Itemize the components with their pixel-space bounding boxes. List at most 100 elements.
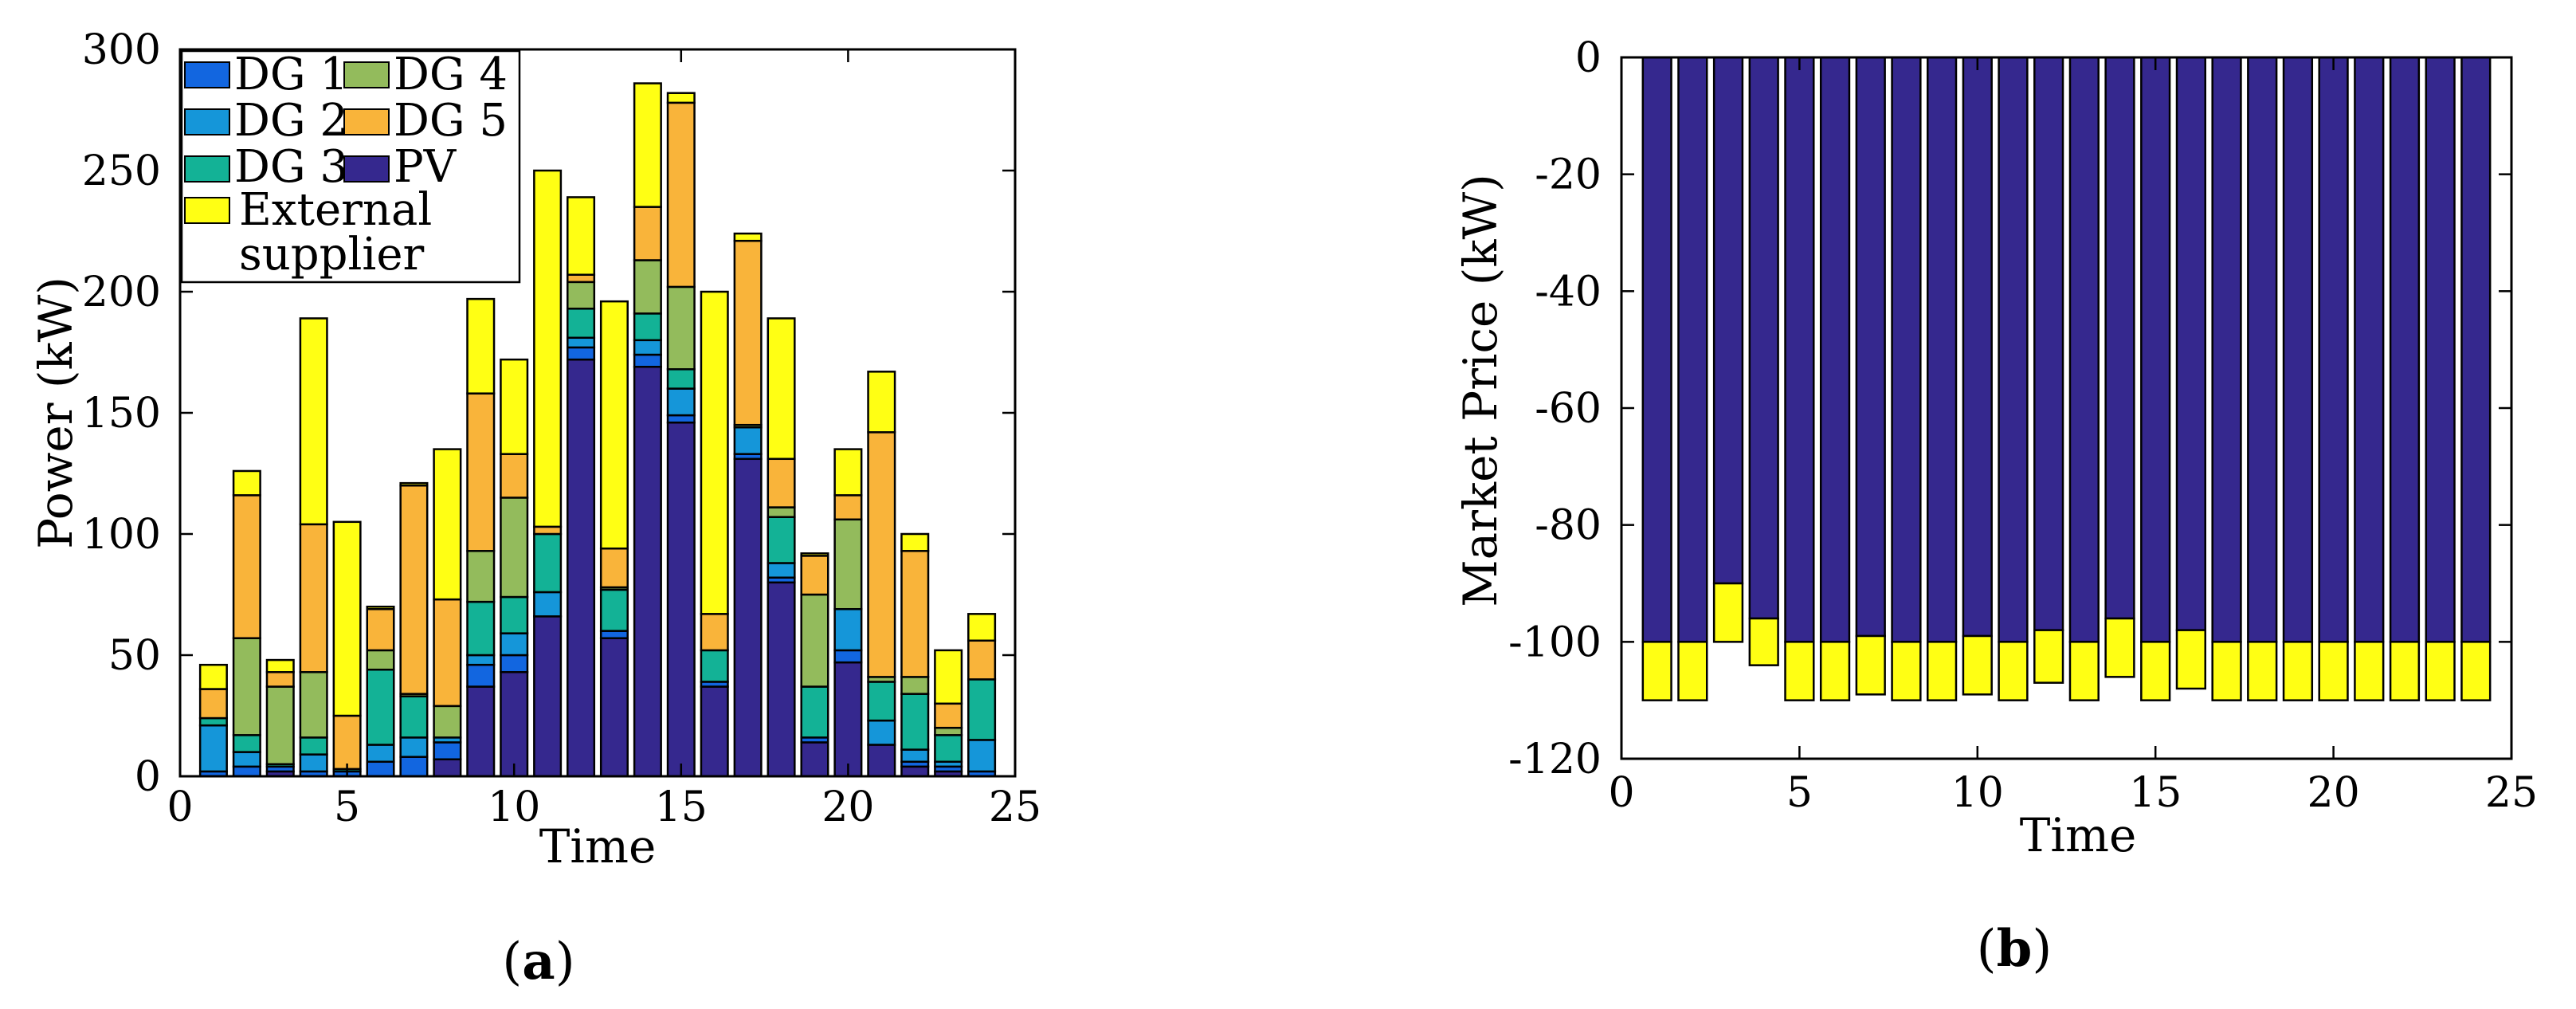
panel-a-bar-dg-2-t24 bbox=[967, 739, 997, 773]
panel-a-bars bbox=[198, 82, 997, 778]
panel-b-bar-yellow-segment-t15 bbox=[2140, 641, 2171, 701]
panel-a-bar-external-supplier-t15 bbox=[666, 92, 696, 104]
panel-a-ylabel: Power (kW) bbox=[29, 277, 83, 549]
panel-a-ytick: 250 bbox=[82, 147, 161, 195]
panel-b-bar-yellow-segment-t18 bbox=[2247, 641, 2278, 701]
panel-a-bar-dg-2-t1 bbox=[198, 724, 228, 773]
panel-b-bar-dark-segment-t24 bbox=[2460, 56, 2492, 643]
panel-a-bar-dg-5-t17 bbox=[733, 239, 763, 426]
panel-b-bar-yellow-segment-t9 bbox=[1926, 641, 1958, 701]
panel-b-ticks bbox=[1620, 56, 2513, 760]
panel-a-bar-dg-2-t12 bbox=[567, 336, 596, 349]
panel-a-bar-dg-5-t23 bbox=[934, 702, 963, 729]
panel-b-bar-yellow-segment-t5 bbox=[1784, 641, 1815, 701]
panel-a-bar-dg-3-t7 bbox=[399, 695, 429, 739]
panel-b-bar-dark-segment-t12 bbox=[2033, 56, 2064, 631]
panel-a-bar-external-supplier-t16 bbox=[700, 290, 729, 615]
legend-swatch-pv bbox=[343, 155, 390, 183]
panel-a-bar-dg-5-t1 bbox=[198, 688, 228, 720]
panel-a-bar-dg-2-t14 bbox=[633, 339, 662, 356]
panel-a-bar-dg-5-t22 bbox=[900, 550, 930, 678]
panel-a-bar-dg-5-t14 bbox=[633, 206, 662, 261]
panel-a-bar-pv-t14 bbox=[633, 365, 662, 778]
panel-a-bar-pv-t13 bbox=[599, 637, 629, 778]
panel-b-bar-dark-segment-t17 bbox=[2211, 56, 2242, 643]
panel-a-bar-dg-1-t8 bbox=[433, 741, 462, 760]
panel-a-bar-dg-3-t21 bbox=[867, 681, 896, 722]
panel-a-bar-dg-5-t3 bbox=[265, 671, 295, 688]
panel-a-bar-dg-4-t8 bbox=[433, 705, 462, 739]
panel-a-bar-dg-5-t16 bbox=[700, 613, 729, 652]
panel-a-bar-dg-4-t14 bbox=[633, 259, 662, 315]
panel-a-bar-dg-5-t10 bbox=[500, 453, 529, 499]
legend-swatch-dg1 bbox=[184, 61, 230, 88]
panel-a-bar-external-supplier-t23 bbox=[934, 649, 963, 705]
panel-b-xlabel: Time bbox=[2020, 808, 2137, 862]
panel-b-bar-yellow-segment-t14 bbox=[2104, 617, 2135, 678]
panel-a-bar-dg-2-t2 bbox=[232, 751, 261, 768]
panel-a-bar-external-supplier-t18 bbox=[767, 317, 796, 461]
panel-a-bar-external-supplier-t12 bbox=[567, 196, 596, 276]
panel-a-bar-dg-4-t22 bbox=[900, 676, 930, 695]
panel-a-bar-dg-3-t10 bbox=[500, 595, 529, 634]
panel-b-caption: (b) bbox=[1977, 919, 2053, 979]
panel-a-bar-dg-3-t22 bbox=[900, 693, 930, 751]
panel-a-bar-external-supplier-t10 bbox=[500, 358, 529, 455]
panel-b-bar-yellow-segment-t22 bbox=[2389, 641, 2421, 701]
panel-b-bar-dark-segment-t8 bbox=[1891, 56, 1922, 643]
panel-b-bar-yellow-segment-t16 bbox=[2175, 629, 2207, 690]
panel-b-bar-dark-segment-t19 bbox=[2282, 56, 2314, 643]
panel-b-bar-dark-segment-t6 bbox=[1819, 56, 1851, 643]
panel-b-bar-dark-segment-t2 bbox=[1677, 56, 1708, 643]
panel-b: 0 5 10 15 20 25 0 -20 -40 -60 -80 -100 -… bbox=[1453, 34, 2538, 979]
panel-a-bar-dg-3-t9 bbox=[466, 600, 496, 657]
panel-a-xlabel: Time bbox=[539, 819, 657, 874]
panel-a-bar-dg-1-t7 bbox=[399, 756, 429, 778]
panel-a-bar-external-supplier-t19 bbox=[800, 552, 829, 557]
panel-a-bar-dg-1-t12 bbox=[567, 346, 596, 361]
panel-b-xtick: 20 bbox=[2307, 769, 2360, 817]
panel-b-xtick: 0 bbox=[1608, 769, 1634, 817]
panel-a-caption: (a) bbox=[502, 932, 574, 991]
panel-a-bar-dg-4-t4 bbox=[299, 671, 328, 739]
panel-a-ytick: 0 bbox=[135, 753, 161, 801]
panel-a-ytick: 100 bbox=[82, 511, 161, 559]
panel-b-bar-yellow-segment-t21 bbox=[2354, 641, 2385, 701]
panel-a-bar-external-supplier-t11 bbox=[533, 169, 563, 528]
panel-a-bar-dg-2-t20 bbox=[833, 607, 863, 652]
panel-a-bar-external-supplier-t4 bbox=[299, 317, 328, 526]
panel-a-bar-dg-1-t13 bbox=[599, 630, 629, 639]
panel-a-bar-dg-2-t7 bbox=[399, 736, 429, 758]
panel-a-bar-pv-t15 bbox=[666, 421, 696, 778]
legend-label-dg4: DG 4 bbox=[394, 49, 508, 100]
panel-a-bar-dg-5-t9 bbox=[466, 392, 496, 552]
panel-a-bar-dg-3-t12 bbox=[567, 308, 596, 340]
panel-b-bar-dark-segment-t7 bbox=[1855, 56, 1886, 638]
panel-b-bar-dark-segment-t1 bbox=[1641, 56, 1672, 643]
panel-a-bar-dg-4-t6 bbox=[366, 649, 395, 671]
panel-a-bar-dg-4-t3 bbox=[265, 685, 295, 766]
panel-b-ytick: -80 bbox=[1535, 502, 1602, 550]
panel-b-bar-dark-segment-t11 bbox=[1998, 56, 2029, 643]
panel-a-bar-dg-2-t11 bbox=[533, 591, 563, 618]
panel-b-ylabel: Market Price (kW) bbox=[1453, 174, 1508, 607]
legend-swatch-dg5 bbox=[343, 108, 390, 135]
panel-a-ytick: 50 bbox=[108, 632, 161, 680]
panel-b-bar-dark-segment-t23 bbox=[2425, 56, 2456, 643]
panel-a-bar-dg-3-t11 bbox=[533, 532, 563, 594]
panel-a-bar-dg-5-t6 bbox=[366, 607, 395, 652]
panel-a-bar-pv-t17 bbox=[733, 457, 763, 778]
panel-a-xtick: 5 bbox=[334, 783, 360, 831]
panel-a-bar-dg-3-t6 bbox=[366, 668, 395, 746]
panel-b-bar-yellow-segment-t11 bbox=[1998, 641, 2029, 701]
panel-b-bar-yellow-segment-t12 bbox=[2033, 629, 2064, 684]
panel-a-bar-dg-5-t4 bbox=[299, 523, 328, 673]
panel-b-ytick: 0 bbox=[1575, 34, 1602, 82]
panel-a-bar-dg-2-t10 bbox=[500, 632, 529, 657]
panel-a-bar-dg-5-t2 bbox=[232, 494, 261, 639]
panel-a-bar-dg-3-t16 bbox=[700, 649, 729, 683]
panel-a-bar-pv-t8 bbox=[433, 758, 462, 778]
legend-label-external-supplier: External supplier bbox=[239, 184, 432, 281]
panel-a-bar-dg-5-t7 bbox=[399, 484, 429, 695]
